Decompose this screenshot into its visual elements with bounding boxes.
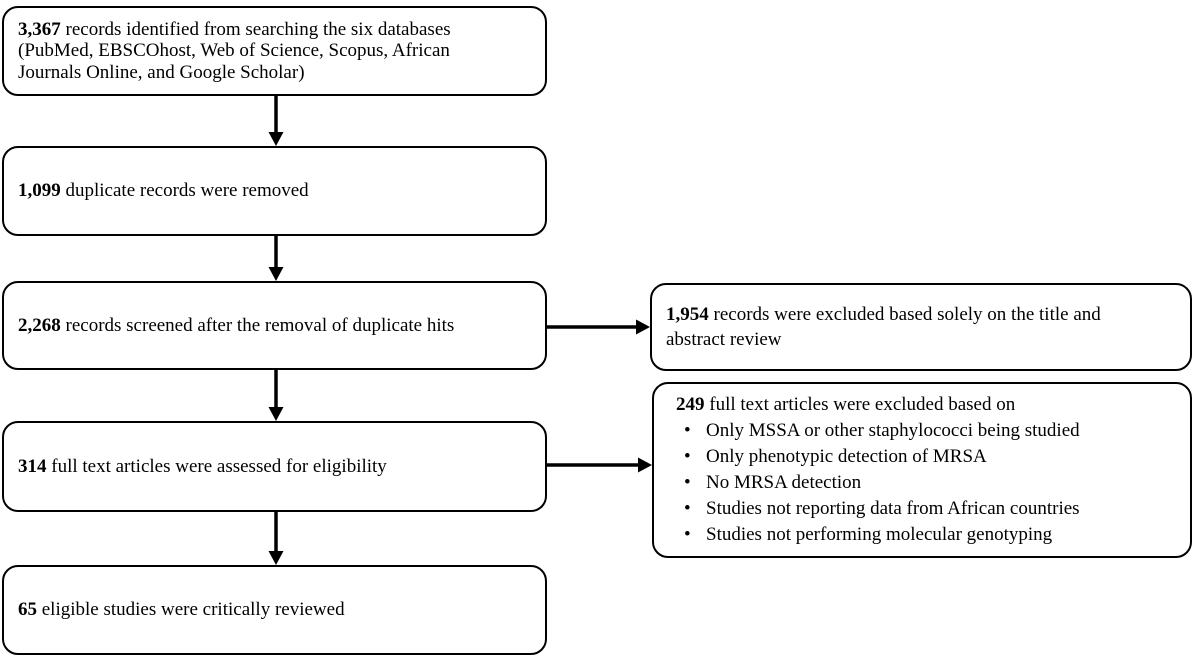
box-excluded-fulltext: 249 full text articles were excluded bas… bbox=[652, 382, 1192, 558]
exclusion-reason-text: No MRSA detection bbox=[706, 472, 862, 493]
fulltext-assessed-count: 314 bbox=[18, 455, 47, 477]
eligible-reviewed-text: 65 eligible studies were critically revi… bbox=[18, 599, 345, 621]
bullet-icon: • bbox=[684, 498, 691, 519]
records-identified-count: 3,367 bbox=[18, 18, 61, 40]
box-fulltext-assessed: 314 full text articles were assessed for… bbox=[2, 421, 547, 512]
eligible-reviewed-count: 65 bbox=[18, 599, 37, 621]
arrow-screened-to-excluded-title bbox=[547, 319, 650, 335]
excluded-title-abstract-count: 1,954 bbox=[666, 304, 709, 325]
exclusion-reason-text: Studies not reporting data from African … bbox=[706, 498, 1080, 519]
arrow-fulltext-to-excluded-fulltext bbox=[547, 457, 652, 473]
exclusion-reason-text: Only MSSA or other staphylococci being s… bbox=[706, 420, 1080, 441]
excluded-fulltext-text: 249 full text articles were excluded bas… bbox=[676, 394, 1016, 415]
records-screened-text: 2,268 records screened after the removal… bbox=[18, 314, 455, 336]
box-duplicates-removed: 1,099 duplicate records were removed bbox=[2, 146, 547, 236]
exclusion-reason-item: • Only MSSA or other staphylococci being … bbox=[676, 418, 1168, 444]
exclusion-reason-item: • No MRSA detection bbox=[676, 470, 1168, 496]
exclusion-reason-item: • Studies not reporting data from African… bbox=[676, 496, 1168, 522]
excluded-fulltext-count: 249 bbox=[676, 394, 705, 415]
excluded-title-abstract-text: 1,954 records were excluded based solely… bbox=[666, 304, 1101, 350]
records-screened-count: 2,268 bbox=[18, 314, 61, 336]
exclusion-reason-text: Studies not performing molecular genotyp… bbox=[706, 524, 1053, 545]
arrow-screened-to-fulltext bbox=[268, 370, 284, 421]
fulltext-assessed-text: 314 full text articles were assessed for… bbox=[18, 455, 387, 477]
box-records-screened: 2,268 records screened after the removal… bbox=[2, 281, 547, 370]
bullet-icon: • bbox=[684, 420, 691, 441]
exclusion-reason-list: • Only MSSA or other staphylococci being … bbox=[676, 418, 1168, 548]
duplicates-removed-count: 1,099 bbox=[18, 180, 61, 202]
exclusion-reason-text: Only phenotypic detection of MRSA bbox=[706, 446, 987, 467]
box-eligible-reviewed: 65 eligible studies were critically revi… bbox=[2, 565, 547, 655]
records-identified-text: 3,367 records identified from searching … bbox=[18, 18, 451, 83]
arrow-identified-to-duplicates bbox=[268, 96, 284, 146]
arrow-fulltext-to-eligible bbox=[268, 512, 284, 565]
bullet-icon: • bbox=[684, 524, 691, 545]
bullet-icon: • bbox=[684, 472, 691, 493]
duplicates-removed-text: 1,099 duplicate records were removed bbox=[18, 180, 309, 202]
exclusion-reason-item: • Only phenotypic detection of MRSA bbox=[676, 444, 1168, 470]
box-records-identified: 3,367 records identified from searching … bbox=[2, 6, 547, 96]
arrow-duplicates-to-screened bbox=[268, 236, 284, 281]
exclusion-reason-item: • Studies not performing molecular genoty… bbox=[676, 522, 1168, 548]
box-excluded-title-abstract: 1,954 records were excluded based solely… bbox=[650, 283, 1192, 371]
bullet-icon: • bbox=[684, 446, 691, 467]
